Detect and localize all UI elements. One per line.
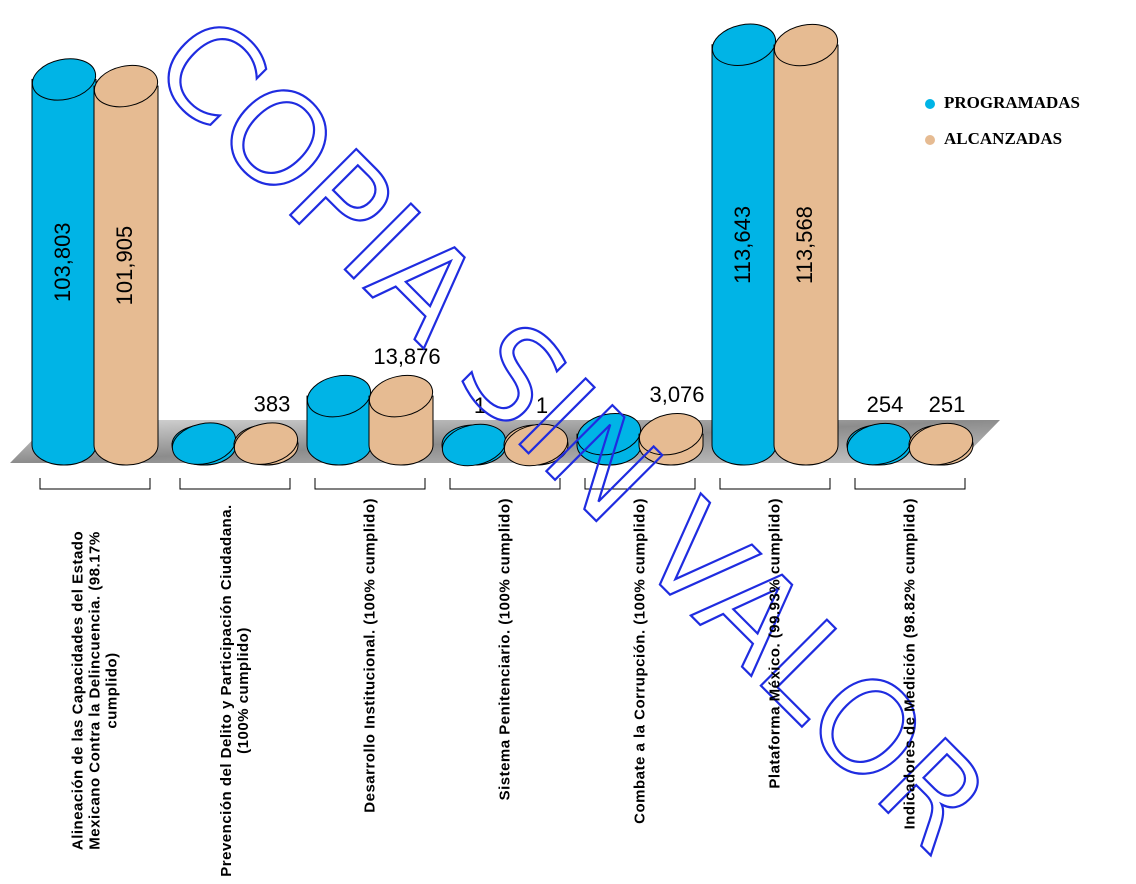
value-label: 1 xyxy=(536,393,548,418)
cylinder xyxy=(93,64,159,466)
value-label: 113,568 xyxy=(792,206,817,284)
value-label: 251 xyxy=(929,392,966,417)
cylinder xyxy=(773,23,839,466)
cylinder-top xyxy=(503,423,569,467)
cylinder-top xyxy=(368,374,434,418)
cylinder-fill xyxy=(712,44,776,446)
cylinder-top xyxy=(846,422,912,466)
cylinder-top xyxy=(711,23,777,66)
category-bracket xyxy=(854,478,966,490)
cylinder-top xyxy=(773,23,839,67)
cylinder-top xyxy=(576,413,642,456)
cylinder-top xyxy=(638,413,704,456)
cylinder-fill xyxy=(32,79,96,445)
cylinder xyxy=(711,23,777,466)
value-label: 113,643 xyxy=(730,206,755,284)
cylinder-fill xyxy=(774,45,838,446)
value-label: 3,076 xyxy=(649,382,704,407)
value-label: 383 xyxy=(254,391,291,416)
cylinder xyxy=(503,423,569,467)
legend-marker xyxy=(925,99,935,109)
category-label: Prevención del Delito y Participación Ci… xyxy=(218,504,252,877)
cylinder-top xyxy=(31,58,97,101)
cylinder xyxy=(441,423,507,467)
cylinder xyxy=(233,422,299,466)
category-bracket xyxy=(719,478,831,490)
value-label: 101,905 xyxy=(112,226,137,306)
cylinder xyxy=(638,413,704,466)
cylinder-top xyxy=(233,422,299,465)
category-label: Indicadores de Medición (98.82% cumplido… xyxy=(901,498,919,830)
value-label: 103,803 xyxy=(50,222,75,302)
cylinder xyxy=(846,422,912,466)
value-label: 1 xyxy=(474,393,486,418)
category-label: Combate a la Corrupción. (100% cumplido) xyxy=(631,498,649,824)
category-label: Desarrollo Institucional. (100% cumplido… xyxy=(361,498,379,813)
value-label: 254 xyxy=(867,392,904,417)
cylinder xyxy=(908,422,974,466)
cylinder-top xyxy=(171,422,237,465)
category-bracket xyxy=(39,478,151,490)
category-label: Sistema Penitenciario. (100% cumplido) xyxy=(496,498,514,801)
cylinder-top xyxy=(306,374,372,418)
legend-label: PROGRAMADAS xyxy=(944,93,1080,112)
legend-marker xyxy=(925,135,935,145)
category-label: Alineación de las Capacidades del Estado… xyxy=(69,530,121,851)
category-bracket xyxy=(314,478,426,490)
category-bracket xyxy=(584,478,696,490)
value-label: 13,876 xyxy=(373,344,440,369)
cylinder xyxy=(306,374,372,466)
category-bracket xyxy=(179,478,291,490)
cylinder xyxy=(368,374,434,466)
cylinder-top xyxy=(908,422,974,466)
cylinder xyxy=(171,422,237,466)
cylinder-fill xyxy=(94,86,158,445)
cylinder-top xyxy=(93,64,159,108)
category-label: Plataforma México. (99.93% cumplido) xyxy=(766,498,784,789)
category-bracket xyxy=(449,478,561,490)
legend-label: ALCANZADAS xyxy=(944,129,1062,148)
